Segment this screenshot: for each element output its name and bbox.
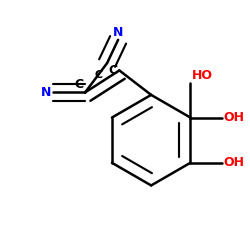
Text: OH: OH bbox=[224, 111, 244, 124]
Text: C: C bbox=[94, 70, 102, 80]
Text: N: N bbox=[113, 26, 123, 38]
Text: N: N bbox=[40, 86, 51, 99]
Text: HO: HO bbox=[192, 69, 212, 82]
Text: C: C bbox=[108, 64, 118, 77]
Text: OH: OH bbox=[224, 156, 244, 169]
Text: C: C bbox=[75, 78, 84, 91]
